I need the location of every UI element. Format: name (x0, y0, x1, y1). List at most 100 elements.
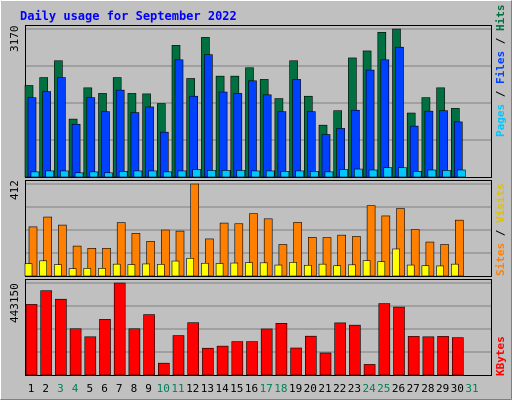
visits-bar (352, 236, 361, 277)
legend-sep-1: / (494, 84, 507, 104)
kbytes-bar (290, 347, 302, 376)
kbytes-bar (84, 336, 97, 376)
pages-bar (456, 169, 466, 178)
kbytes-bar (451, 337, 464, 376)
files-bar (351, 109, 360, 178)
sites-bar (127, 264, 136, 277)
pages-bar (45, 170, 55, 178)
files-bar (292, 79, 301, 178)
kbytes-bar (363, 364, 376, 376)
x-axis-day-labels: 1 2 3 4 5 6 7 8 9 10 11 12 13 14 15 16 17 18 19 20 21 22 23 24 2… (28, 382, 479, 395)
sites-bar (142, 263, 150, 277)
files-bar (130, 112, 140, 178)
day-label: 30 (451, 382, 464, 395)
y-max-label-visits: 412 (8, 180, 21, 200)
pages-bar (280, 171, 290, 178)
day-label: 29 (436, 382, 449, 395)
pages-bar (133, 170, 143, 178)
files-bar (160, 131, 169, 178)
files-bar (262, 94, 272, 178)
kbytes-bar (260, 328, 273, 376)
kbytes-bar (55, 298, 67, 376)
visits-bar (322, 237, 332, 277)
files-bar (42, 91, 52, 178)
pages-bar (60, 170, 69, 178)
files-bar (439, 110, 448, 178)
visits-bar (381, 215, 391, 277)
visits-bar (440, 244, 449, 277)
kbytes-bar (40, 290, 53, 376)
files-bar (395, 46, 404, 178)
visits-bar (410, 229, 420, 277)
sites-bar (245, 262, 253, 277)
kbytes-bar (422, 336, 435, 376)
kbytes-bar (128, 328, 141, 376)
visits-bar (87, 248, 97, 277)
sites-bar (201, 262, 209, 277)
pages-bar (324, 171, 334, 178)
visits-bar (307, 237, 317, 277)
legend-sites: Sites (494, 243, 507, 276)
visits-bar (102, 248, 111, 277)
legend-visits: Visits (494, 183, 507, 223)
day-label: 16 (245, 382, 258, 395)
day-label: 23 (348, 382, 361, 395)
kbytes-bars (25, 282, 464, 376)
sites-bar (362, 260, 371, 277)
visits-bar (205, 238, 214, 277)
pages-bar (368, 169, 378, 178)
sites-bar (215, 263, 224, 277)
files-bar (27, 97, 37, 178)
sites-bar (392, 248, 400, 277)
kbytes-bar (99, 319, 111, 376)
files-bar (365, 69, 375, 178)
kbytes-bar (172, 335, 185, 376)
y-max-label-hits: 3170 (8, 26, 21, 53)
day-label: 26 (392, 382, 405, 395)
sites-bar (318, 263, 327, 277)
visits-bar (249, 213, 258, 277)
y-max-label-kbytes: 443150 (8, 283, 21, 323)
kbytes-bar (69, 328, 82, 376)
kbytes-bar (246, 341, 258, 376)
files-bar (380, 59, 390, 178)
day-label: 2 (42, 382, 49, 395)
pages-bar (309, 171, 319, 178)
files-bar (204, 54, 213, 178)
pages-bar (177, 170, 187, 178)
sites-bar (436, 265, 444, 277)
legend-kbytes: KBytes (494, 336, 507, 376)
kbytes-bar (349, 324, 361, 376)
files-bar (424, 110, 434, 178)
sites-bar (303, 264, 312, 277)
visits-bar (190, 183, 199, 277)
visits-bar (58, 224, 67, 277)
day-label: 31 (465, 382, 478, 395)
sites-bar (98, 268, 106, 277)
files-bar (57, 77, 66, 178)
kbytes-bar (216, 345, 229, 376)
kbytes-bar (378, 303, 391, 376)
visits-bar (161, 229, 170, 277)
pages-bar (398, 167, 407, 178)
day-label: 28 (421, 382, 434, 395)
pages-bar (207, 170, 216, 178)
visits-sites-bars (24, 183, 464, 277)
day-label: 8 (131, 382, 138, 395)
kbytes-bar (319, 352, 332, 376)
pages-bar (412, 171, 422, 178)
sites-bar (68, 268, 77, 277)
kbytes-bar (25, 304, 38, 376)
files-bar (189, 95, 198, 178)
day-label: 18 (274, 382, 287, 395)
kbytes-bar (187, 322, 199, 376)
pages-bar (251, 170, 260, 178)
visits-bar (278, 244, 288, 277)
sites-bar (186, 258, 194, 277)
day-label: 1 (28, 382, 35, 395)
legend-kbytes-panel: KBytes (494, 336, 507, 376)
files-bar (409, 125, 419, 178)
day-label: 15 (230, 382, 243, 395)
